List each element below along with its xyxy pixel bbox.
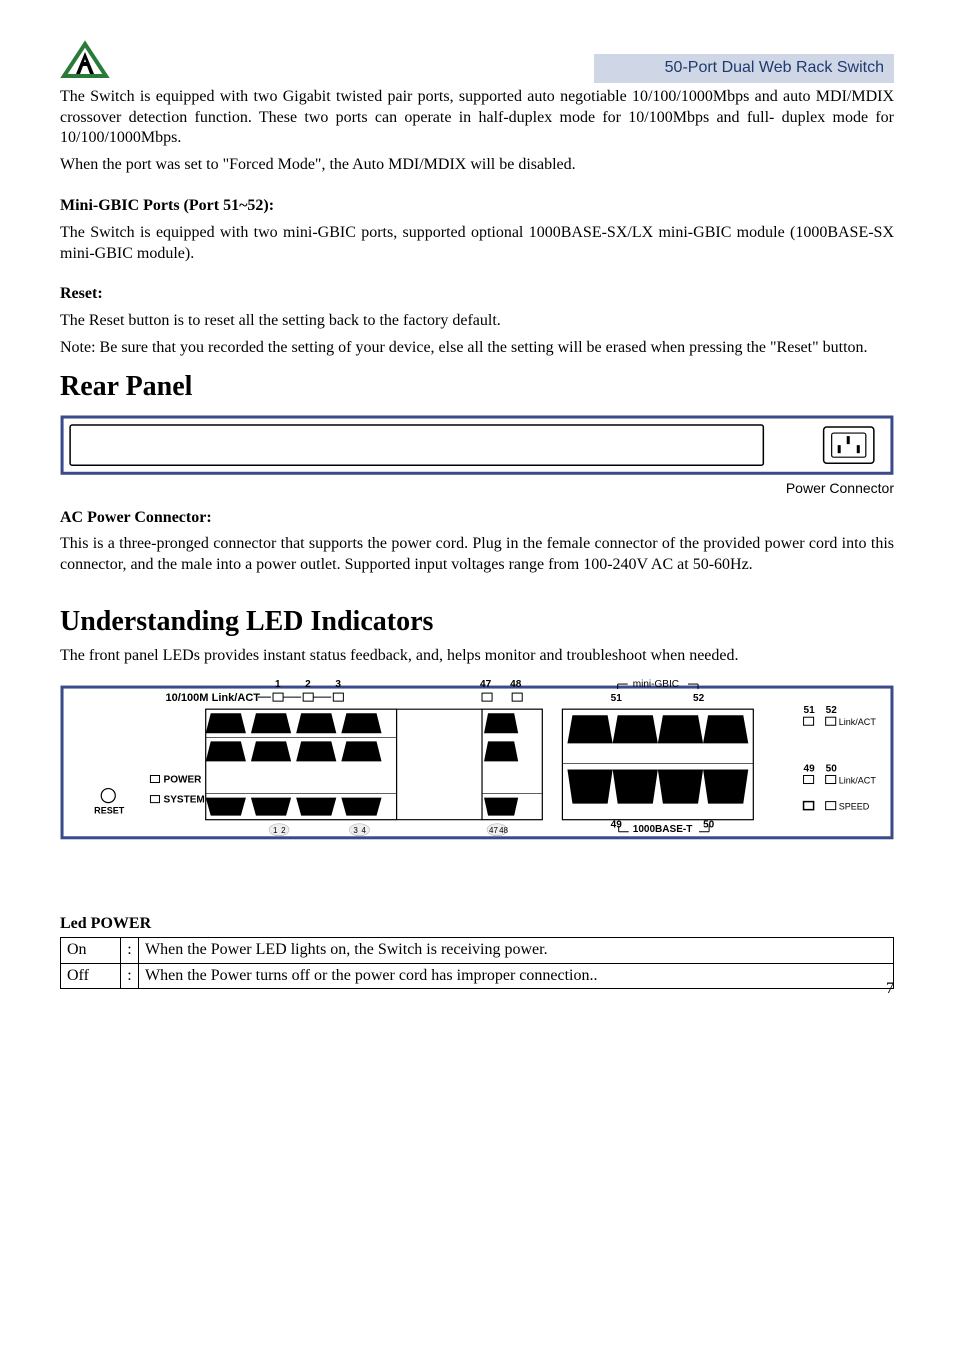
rear-panel-diagram [60,415,894,475]
page-number: 7 [886,979,894,1000]
led-heading: Understanding LED Indicators [60,604,894,640]
svg-text:SYSTEM: SYSTEM [164,795,205,806]
svg-text:10/100M Link/ACT: 10/100M Link/ACT [166,692,261,704]
paragraph: The Reset button is to reset all the set… [60,311,894,332]
led-panel-diagram: 10/100M Link/ACT 1 2 3 POWER SYSTEM RESE… [60,673,894,854]
svg-text:52: 52 [693,693,705,704]
svg-text:47: 47 [480,679,492,690]
svg-text:1: 1 [273,826,278,835]
led-desc: When the Power LED lights on, the Switch… [139,937,894,963]
svg-text:48: 48 [499,826,508,835]
section-heading: AC Power Connector: [60,508,894,529]
rear-panel-heading: Rear Panel [60,369,894,405]
svg-text:POWER: POWER [164,775,203,786]
paragraph: The Switch is equipped with two Gigabit … [60,87,894,149]
company-logo-icon [60,40,110,80]
svg-text:49: 49 [611,820,623,831]
svg-text:Link/ACT: Link/ACT [839,717,877,727]
svg-text:52: 52 [826,705,838,716]
led-power-heading: Led POWER [60,914,894,935]
svg-text:50: 50 [826,764,838,775]
svg-text:51: 51 [611,693,623,704]
svg-text:1: 1 [275,679,281,690]
section-heading: Reset: [60,284,894,305]
svg-text:47: 47 [489,826,498,835]
svg-text:51: 51 [804,705,816,716]
svg-text:2: 2 [305,679,311,690]
section-heading: Mini-GBIC Ports (Port 51~52): [60,196,894,217]
page-header: 50-Port Dual Web Rack Switch [60,40,894,83]
svg-text:Link/ACT: Link/ACT [839,776,877,786]
led-state: On [61,937,121,963]
svg-text:3: 3 [335,679,341,690]
led-desc: When the Power turns off or the power co… [139,963,894,989]
paragraph: When the port was set to "Forced Mode", … [60,155,894,176]
svg-text:RESET: RESET [94,806,125,816]
led-state: Off [61,963,121,989]
svg-text:3: 3 [353,826,358,835]
led-sep: : [121,963,139,989]
svg-text:SPEED: SPEED [839,802,870,812]
svg-text:2: 2 [281,826,286,835]
table-row: On : When the Power LED lights on, the S… [61,937,894,963]
paragraph: The front panel LEDs provides instant st… [60,646,894,667]
paragraph: This is a three-pronged connector that s… [60,534,894,576]
svg-text:49: 49 [804,764,816,775]
paragraph: Note: Be sure that you recorded the sett… [60,338,894,359]
svg-text:4: 4 [361,826,366,835]
header-title: 50-Port Dual Web Rack Switch [594,54,894,83]
led-power-table: On : When the Power LED lights on, the S… [60,937,894,990]
paragraph: The Switch is equipped with two mini-GBI… [60,223,894,265]
svg-text:mini-GBIC: mini-GBIC [633,679,679,690]
led-sep: : [121,937,139,963]
svg-text:1000BASE-T: 1000BASE-T [633,824,694,835]
svg-text:48: 48 [510,679,522,690]
table-row: Off : When the Power turns off or the po… [61,963,894,989]
power-connector-label: Power Connector [60,479,894,497]
